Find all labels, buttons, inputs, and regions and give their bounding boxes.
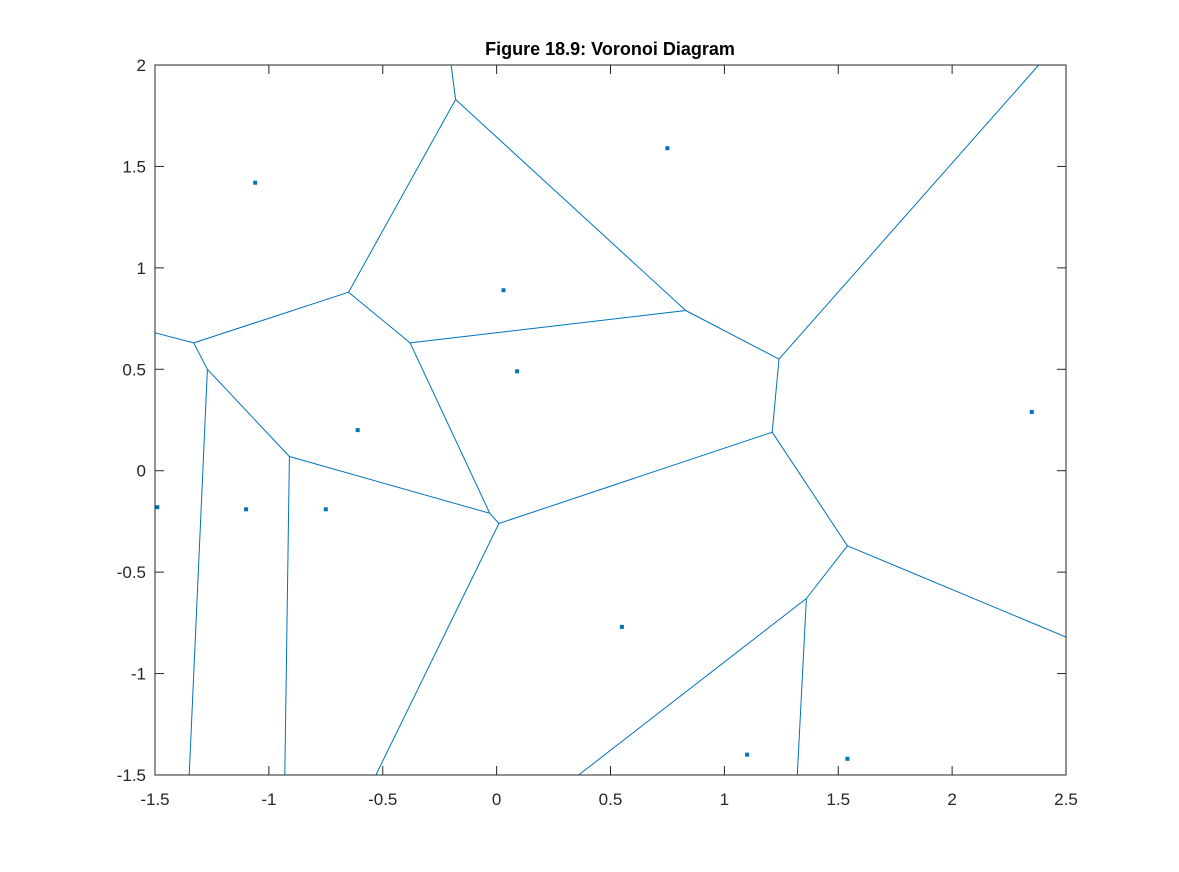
y-tick-label: 1 xyxy=(137,259,146,278)
site-point xyxy=(665,146,670,151)
y-tick-label: 0 xyxy=(137,462,146,481)
voronoi-edge xyxy=(847,545,1067,638)
site-point xyxy=(745,752,750,757)
voronoi-edges xyxy=(154,64,1067,776)
chart-title: Figure 18.9: Voronoi Diagram xyxy=(485,39,735,59)
voronoi-edge xyxy=(193,342,208,370)
voronoi-edge xyxy=(284,456,290,776)
voronoi-edge xyxy=(450,64,457,100)
y-axis-tick-labels: -1.5 -1 -0.5 0 0.5 1 1.5 2 xyxy=(117,56,146,785)
site-point xyxy=(244,507,249,512)
y-tick-label: -0.5 xyxy=(117,563,146,582)
x-tick-label: 2 xyxy=(947,790,956,809)
voronoi-edge xyxy=(188,369,208,776)
x-tick-label: -0.5 xyxy=(368,790,397,809)
voronoi-edge xyxy=(154,332,194,344)
voronoi-edge xyxy=(207,368,290,457)
voronoi-edge xyxy=(796,598,807,776)
voronoi-edge xyxy=(375,523,500,776)
site-points xyxy=(155,146,1034,761)
y-tick-label: 2 xyxy=(137,56,146,75)
voronoi-edge xyxy=(778,64,1040,360)
voronoi-edge xyxy=(498,431,773,524)
voronoi-edge xyxy=(455,99,687,311)
y-tick-label: 1.5 xyxy=(122,157,146,176)
site-point xyxy=(355,428,360,433)
site-point xyxy=(501,288,506,293)
voronoi-edge xyxy=(289,456,490,514)
voronoi-edge xyxy=(806,545,848,599)
y-tick-label: -1.5 xyxy=(117,766,146,785)
voronoi-edge xyxy=(348,291,411,344)
voronoi-edge xyxy=(409,342,491,514)
y-tick-label: -1 xyxy=(131,665,146,684)
x-tick-label: 1 xyxy=(720,790,729,809)
x-tick-label: 0 xyxy=(492,790,501,809)
x-tick-label: -1 xyxy=(261,790,276,809)
voronoi-edge xyxy=(771,359,780,433)
site-point xyxy=(1029,409,1034,414)
voronoi-edge xyxy=(771,431,848,547)
site-point xyxy=(845,756,850,761)
x-tick-label: -1.5 xyxy=(140,790,169,809)
voronoi-edge xyxy=(489,512,500,524)
site-point xyxy=(515,369,520,374)
voronoi-edge xyxy=(410,310,686,344)
x-axis-tick-labels: -1.5 -1 -0.5 0 0.5 1 1.5 2 2.5 xyxy=(140,790,1077,809)
x-tick-label: 1.5 xyxy=(826,790,850,809)
site-point xyxy=(155,505,160,510)
x-tick-label: 2.5 xyxy=(1054,790,1078,809)
voronoi-edge xyxy=(578,598,807,776)
site-point xyxy=(619,624,624,629)
site-point xyxy=(253,180,258,185)
axis-ticks xyxy=(154,64,1067,776)
voronoi-edge xyxy=(685,310,780,360)
x-tick-label: 0.5 xyxy=(599,790,623,809)
voronoi-edge xyxy=(193,291,349,344)
voronoi-edge xyxy=(348,99,457,293)
site-point xyxy=(323,507,328,512)
y-tick-label: 0.5 xyxy=(122,360,146,379)
